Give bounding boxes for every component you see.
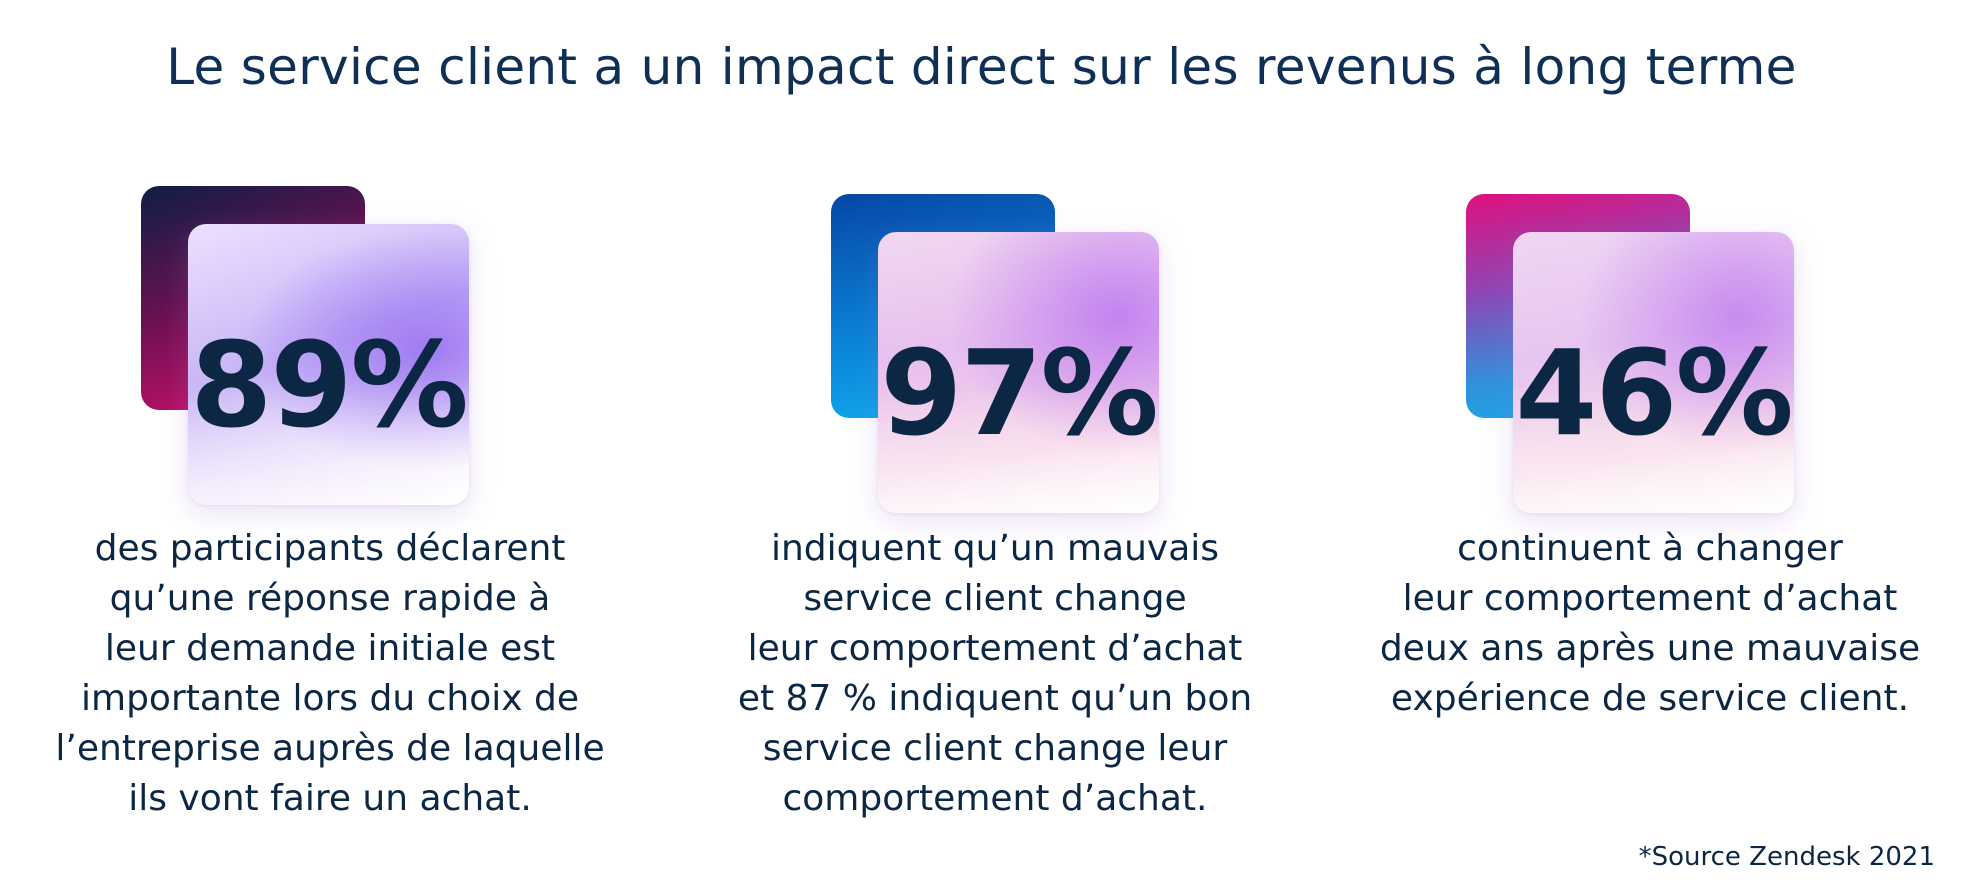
stat-3-description: continuent à changer leur comportement d… bbox=[1379, 528, 1921, 719]
stat-1-description: des participants déclarent qu’une répons… bbox=[55, 528, 605, 819]
stat-3-percent: 46% bbox=[1515, 324, 1793, 462]
stat-1-percent: 89% bbox=[190, 316, 468, 454]
source-note: *Source Zendesk 2021 bbox=[1638, 842, 1935, 872]
stat-card-2-front: 97% bbox=[878, 232, 1159, 513]
stat-card-1-front: 89% bbox=[188, 224, 469, 505]
stat-2-percent: 97% bbox=[880, 324, 1158, 462]
stat-2-description: indiquent qu’un mauvais service client c… bbox=[737, 528, 1253, 819]
page-title: Le service client a un impact direct sur… bbox=[166, 38, 1797, 96]
stat-card-3-front: 46% bbox=[1513, 232, 1794, 513]
